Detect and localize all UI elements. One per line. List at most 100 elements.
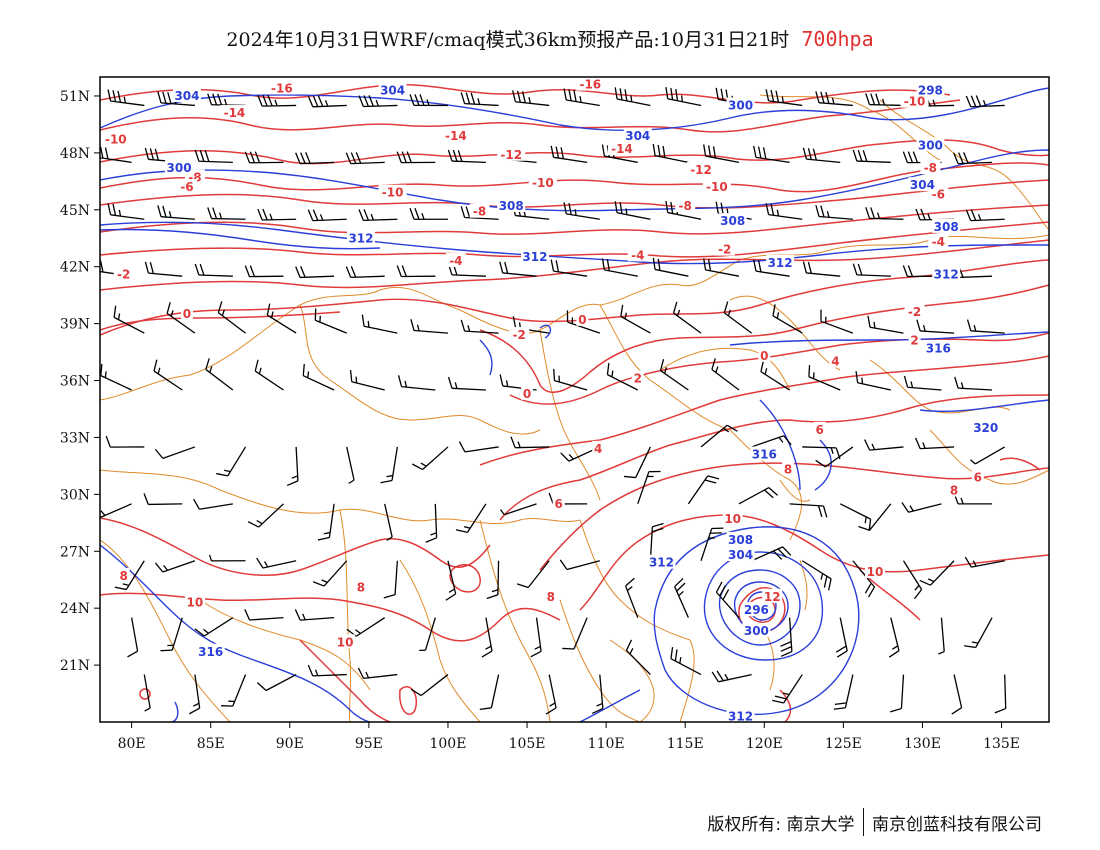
contour-label-bg <box>928 234 949 249</box>
temperature-label: 8 <box>120 569 128 583</box>
lat-label: 39N <box>60 317 90 333</box>
lon-label: 135E <box>983 736 1020 752</box>
wind-barb <box>652 143 689 164</box>
wind-barb <box>346 446 355 484</box>
wind-barb <box>216 446 247 477</box>
wind-barb <box>419 617 436 652</box>
lat-label: 21N <box>60 658 90 674</box>
contour-label-bg <box>445 253 466 268</box>
contour-label-bg <box>762 588 783 603</box>
contour-label-bg <box>920 160 941 175</box>
wind-barb <box>820 309 854 334</box>
wind-barb <box>397 375 436 391</box>
contour-label-bg <box>497 146 526 161</box>
wind-barb <box>802 446 841 460</box>
wind-barb <box>938 617 945 655</box>
contour-label-bg <box>576 77 605 91</box>
contour-label-bg <box>176 179 197 194</box>
wind-barb <box>802 261 841 277</box>
height-label: 308 <box>934 220 959 234</box>
wind-barb <box>916 319 955 334</box>
wind-barb <box>624 446 652 479</box>
lon-label: 100E <box>429 736 466 752</box>
wind-barb <box>890 674 905 713</box>
title-text: 2024年10月31日WRF/cmaq模式36km预报产品:10月31日21时 <box>226 29 790 51</box>
lon-label: 85E <box>197 736 225 752</box>
latitude-axis: 21N 24N 27N 30N 33N 36N 39N 42N 45N 48N 51N <box>60 89 100 674</box>
wind-barb <box>852 560 876 598</box>
wind-barb <box>460 92 499 107</box>
wind-barb <box>703 144 740 164</box>
wind-barb <box>154 446 196 460</box>
contour-label-bg <box>758 347 771 362</box>
contour-label-bg <box>971 469 984 484</box>
wind-barb <box>312 560 348 587</box>
contour-label-bg <box>180 306 193 321</box>
height-label: 304 <box>174 89 199 103</box>
contour-label-bg <box>378 82 407 97</box>
temperature-label: 4 <box>594 442 602 456</box>
wind-barb <box>606 362 639 391</box>
lat-label: 45N <box>60 203 90 219</box>
temperature-label: -14 <box>445 129 467 143</box>
lat-label: 36N <box>60 374 90 390</box>
height-label: 300 <box>728 98 753 112</box>
temperature-label: 2 <box>910 334 918 348</box>
wind-barb <box>839 503 872 531</box>
temperature-label: -2 <box>718 243 731 257</box>
wind-barb <box>361 314 398 334</box>
temperature-label: 2 <box>634 372 642 386</box>
wind-barb <box>383 560 399 599</box>
wind-barb <box>396 265 436 278</box>
wind-barb <box>665 200 702 220</box>
height-contours <box>100 87 1049 722</box>
temperature-label: 10 <box>337 635 354 649</box>
lon-label: 105E <box>509 736 546 752</box>
contour-label-bg <box>220 105 249 120</box>
contour-label-bg <box>948 482 961 497</box>
temperature-label: -8 <box>473 205 486 219</box>
temperature-label: 10 <box>187 595 204 609</box>
height-label: 300 <box>167 161 192 175</box>
wind-barb <box>244 609 284 621</box>
height-label: 316 <box>926 341 951 355</box>
height-label: 312 <box>522 250 547 264</box>
wind-barb <box>357 667 398 680</box>
contour-label-bg <box>742 602 771 617</box>
temperature-label: 4 <box>831 355 839 369</box>
contour-label-bg <box>184 594 205 609</box>
wind-barb <box>738 487 779 505</box>
contour-label-bg <box>722 511 743 526</box>
contour-label-bg <box>766 254 795 269</box>
wind-barb <box>953 152 993 165</box>
wind-barb <box>295 266 335 279</box>
wind-barb <box>479 674 500 711</box>
wind-barb <box>753 145 790 164</box>
wind-barb <box>294 609 335 621</box>
wind-barb <box>510 436 550 449</box>
height-label: 312 <box>348 231 373 245</box>
lat-label: 42N <box>60 260 90 276</box>
wind-barb <box>295 152 335 165</box>
wind-barb <box>964 556 1005 568</box>
temperature-label: 0 <box>578 313 586 327</box>
wind-barb <box>625 639 651 676</box>
contour-label-bg <box>908 177 937 192</box>
temperature-label: -16 <box>271 81 293 95</box>
contour-label-bg <box>971 419 1000 434</box>
wind-barb <box>715 581 740 619</box>
temperature-label: -14 <box>611 142 633 156</box>
lat-label: 48N <box>60 146 90 162</box>
wind-barb <box>772 304 803 334</box>
wind-barb <box>516 560 550 589</box>
lon-label: 80E <box>118 736 146 752</box>
temperature-label: -8 <box>679 199 692 213</box>
wind-barb <box>425 503 438 543</box>
wind-barb <box>751 435 792 448</box>
temperature-label: 6 <box>815 423 823 437</box>
height-label: 312 <box>649 556 674 570</box>
lat-label: 51N <box>60 89 90 105</box>
wind-barb <box>815 91 853 107</box>
lon-label: 95E <box>355 736 383 752</box>
contour-label-bg <box>576 311 589 326</box>
